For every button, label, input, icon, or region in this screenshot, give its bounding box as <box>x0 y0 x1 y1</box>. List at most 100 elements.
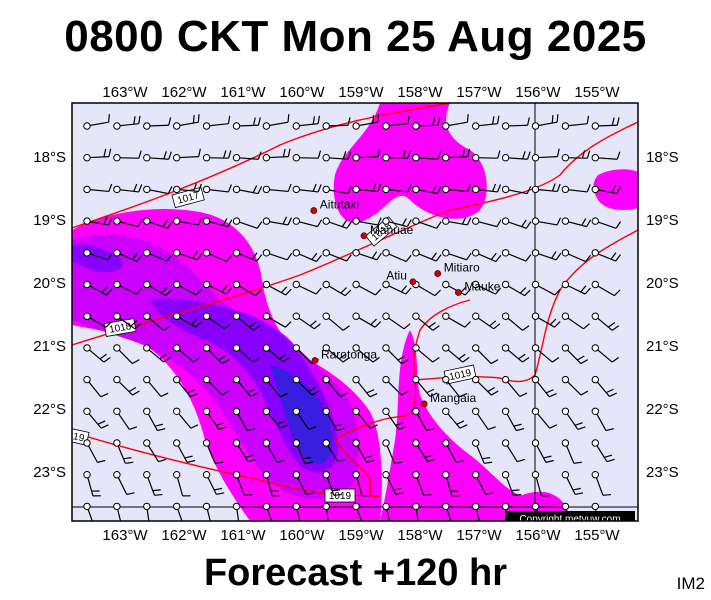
wind-barb <box>412 217 442 229</box>
wind-barb <box>262 344 291 363</box>
wind-barb <box>412 151 442 162</box>
wind-barb <box>382 375 409 396</box>
wind-barb <box>442 114 469 130</box>
place-marker: Manuae <box>360 223 414 240</box>
wind-barb <box>591 375 617 397</box>
wind-barb <box>202 280 233 295</box>
wind-barb <box>143 344 171 363</box>
lon-tick-label: 161°W <box>220 527 266 544</box>
wind-barb <box>591 280 621 297</box>
wind-barb <box>412 502 420 521</box>
wind-barb <box>352 344 380 363</box>
wind-barb <box>262 502 273 521</box>
wind-barb <box>232 151 262 162</box>
wind-barb <box>322 185 352 195</box>
wind-barb <box>232 312 261 331</box>
wind-barb <box>292 115 321 130</box>
wind-barb <box>472 312 501 330</box>
lat-tick-label: 19°S <box>33 212 66 229</box>
wind-barb <box>173 183 202 194</box>
wind-barb <box>83 471 101 497</box>
wind-barb <box>83 183 113 194</box>
wind-barb <box>531 312 561 328</box>
wind-barb <box>501 439 526 463</box>
wind-barb <box>143 185 173 195</box>
wind-barb <box>143 151 172 162</box>
wind-barb <box>352 280 382 296</box>
wind-barb <box>173 114 200 130</box>
lon-tick-label: 156°W <box>515 527 561 544</box>
places: Aitutaki Manuae Atiu Mitiaro Mauke Rarotonga M… <box>310 198 501 408</box>
place-label: Mitiaro <box>444 261 480 275</box>
wind-barb <box>591 117 620 130</box>
wind-barb <box>382 150 411 162</box>
wind-barb <box>442 280 472 296</box>
wind-barb <box>501 217 532 229</box>
wind-barb <box>591 344 620 363</box>
wind-barb <box>202 375 230 396</box>
wind-barb <box>561 217 592 228</box>
wind-barb <box>173 375 199 398</box>
wind-barb <box>292 312 321 330</box>
wind-barb <box>561 280 591 295</box>
wind-barb <box>173 439 196 463</box>
wind-barb <box>472 150 501 162</box>
wind-barb <box>412 185 442 195</box>
wind-barb <box>292 249 322 263</box>
wind-barb <box>472 249 502 263</box>
wind-barb <box>173 249 203 261</box>
wind-barb <box>561 439 582 464</box>
wind-barb <box>561 344 589 365</box>
lat-ticks-right: 18°S 19°S 20°S 21°S 22°S 23°S <box>646 149 679 481</box>
wind-barb <box>232 407 256 432</box>
wind-barb <box>472 280 502 295</box>
wind-barb <box>442 312 471 328</box>
wind-barb <box>173 407 199 429</box>
wind-barb <box>382 115 410 130</box>
lat-ticks-left: 18°S 19°S 20°S 21°S 22°S 23°S <box>33 149 66 481</box>
map-code: IM2 <box>676 574 705 593</box>
wind-barb <box>382 280 412 295</box>
wind-barb <box>232 375 259 397</box>
wind-barb <box>472 115 500 130</box>
wind-barb <box>202 471 225 496</box>
lat-tick-label: 21°S <box>33 338 66 355</box>
wind-barb <box>173 471 191 497</box>
place-marker: Mauke <box>454 279 501 296</box>
wind-barb <box>382 249 412 263</box>
wind-barb <box>202 184 232 194</box>
wind-barb <box>232 249 263 262</box>
wind-barb <box>113 150 142 162</box>
wind-barb <box>202 502 211 521</box>
isobar-labels: 1017 1018 1018 1019 1019 19 <box>72 186 477 503</box>
map-frame <box>71 102 639 522</box>
forecast-label: Forecast +120 hr <box>203 552 508 594</box>
wind-barb <box>232 439 256 463</box>
wind-barbs <box>83 114 622 521</box>
wind-barb <box>501 407 525 432</box>
lon-tick-label: 156°W <box>515 84 561 101</box>
wind-barb <box>531 148 560 162</box>
wind-barb <box>292 217 323 228</box>
wind-barb <box>262 280 292 296</box>
lat-tick-label: 23°S <box>646 464 679 481</box>
place-marker: Aitutaki <box>310 198 359 214</box>
wind-barb <box>561 184 591 194</box>
lat-tick-label: 18°S <box>646 149 679 166</box>
wind-barb <box>412 407 435 432</box>
wind-barb <box>143 249 173 262</box>
lat-tick-label: 23°S <box>33 464 66 481</box>
wind-barb <box>262 471 281 497</box>
wind-barb <box>113 115 141 130</box>
lon-tick-label: 163°W <box>102 527 148 544</box>
wind-barb <box>292 150 322 162</box>
lat-tick-label: 22°S <box>33 401 66 418</box>
place-label: Aitutaki <box>320 198 359 212</box>
wind-barb <box>531 471 550 497</box>
wind-barb <box>173 280 202 296</box>
wind-barb <box>591 217 622 229</box>
wind-barb <box>232 502 241 521</box>
lat-tick-label: 20°S <box>646 275 679 292</box>
wind-barb <box>352 375 378 398</box>
